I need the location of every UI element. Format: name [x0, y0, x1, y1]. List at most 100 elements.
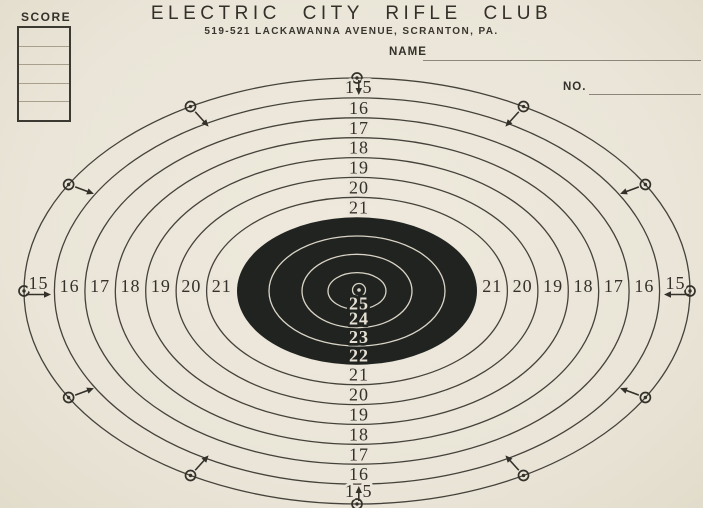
sighter-mark-icon	[351, 498, 363, 508]
sighter-mark-icon	[639, 391, 652, 404]
inward-arrow-icon	[508, 111, 520, 124]
ring-18	[114, 137, 600, 445]
ring-value-label: 1	[345, 77, 355, 97]
sighter-dot-icon	[643, 182, 648, 187]
center-dot-icon	[357, 288, 361, 292]
inward-arrow-icon-head	[201, 119, 209, 127]
number-fill-line	[589, 94, 701, 95]
ring-value-label: 16	[60, 276, 80, 296]
ring-value-label: 16	[634, 276, 654, 296]
sighter-dot-icon	[521, 104, 526, 109]
sighter-mark-icon	[517, 469, 530, 482]
ring-value-label: 25	[349, 293, 369, 313]
ring-value-label: 21	[212, 276, 232, 296]
ring-value-label: 20	[513, 276, 533, 296]
ring-value-label: 19	[349, 158, 369, 178]
score-row	[19, 47, 69, 66]
bottom-up-arrow-icon-head	[355, 486, 362, 493]
ring-value-label: 19	[543, 276, 563, 296]
sighter-dot-icon	[188, 104, 193, 109]
ring-value-label: 20	[181, 276, 201, 296]
ring-value-label: 15	[29, 273, 49, 293]
ring-value-label: 22	[349, 345, 369, 365]
inward-arrow-icon-head	[620, 387, 628, 394]
number-label: NO.	[563, 81, 587, 93]
ring-value-label: 18	[349, 424, 369, 444]
ring-value-label: 16	[349, 98, 369, 118]
ring-value-label: 17	[349, 118, 369, 138]
inward-arrow-icon-head	[86, 387, 94, 394]
inward-arrow-icon-head	[86, 188, 94, 195]
ring-value-label: 24	[349, 309, 369, 329]
sighter-mark-icon	[62, 178, 75, 191]
sighter-dot-icon	[355, 76, 359, 80]
sighter-dot-icon	[521, 473, 526, 478]
club-title: ELECTRIC CITY RIFLE CLUB	[150, 3, 553, 24]
ring-17	[84, 117, 630, 465]
sighter-mark-icon	[684, 285, 696, 297]
sighter-dot-icon	[643, 395, 648, 400]
score-box	[17, 26, 71, 122]
bullseye-22	[237, 217, 477, 365]
ring-21	[205, 196, 509, 386]
inward-arrow-icon-head	[620, 188, 628, 195]
sighter-dot-icon	[66, 395, 71, 400]
score-row	[19, 28, 69, 47]
sighter-mark-icon	[639, 178, 652, 191]
right-left-arrow-icon-head	[664, 291, 671, 298]
name-fill-line	[423, 60, 701, 61]
sighter-dot-icon	[355, 502, 359, 506]
ring-value-label: 18	[121, 276, 141, 296]
score-label: SCORE	[21, 10, 72, 24]
ring-value-label: 18	[574, 276, 594, 296]
score-row	[19, 102, 69, 120]
ring-value-label: 17	[349, 444, 369, 464]
inward-arrow-icon-head	[201, 455, 209, 463]
ring-value-label: 21	[349, 197, 369, 217]
ring-value-label: 19	[349, 405, 369, 425]
ring-value-label: 5	[363, 77, 373, 97]
ring-value-label: 20	[349, 177, 369, 197]
ring-value-label: 17	[90, 276, 110, 296]
ring-value-label: 15	[666, 273, 686, 293]
ring-16	[53, 97, 661, 485]
inward-arrow-icon	[74, 186, 90, 193]
top-down-arrow-icon-head	[355, 88, 362, 95]
ring-value-label: 16	[349, 464, 369, 484]
sighter-dot-icon	[22, 289, 26, 293]
ring-value-label: 19	[151, 276, 171, 296]
score-row	[19, 84, 69, 103]
ring-value-label: 5	[363, 481, 373, 501]
inward-arrow-icon	[194, 111, 206, 124]
sighter-mark-icon	[18, 285, 30, 297]
center-mark-icon	[351, 282, 367, 298]
sighter-mark-icon	[62, 391, 75, 404]
inward-arrow-icon	[508, 458, 520, 471]
ring-19	[145, 156, 569, 426]
score-row	[19, 65, 69, 84]
ring-value-label: 17	[604, 276, 624, 296]
ring-value-label: 20	[349, 385, 369, 405]
ring-24	[301, 253, 413, 329]
ring-value-label: 1	[345, 481, 355, 501]
inward-arrow-icon	[624, 186, 640, 193]
ring-23	[268, 235, 446, 347]
sighter-dot-icon	[66, 182, 71, 187]
sighter-mark-icon	[184, 469, 197, 482]
inward-arrow-icon	[624, 389, 640, 396]
left-right-arrow-icon-head	[44, 291, 51, 298]
name-label: NAME	[389, 46, 427, 58]
ring-value-label: 18	[349, 138, 369, 158]
sighter-mark-icon	[517, 100, 530, 113]
ring-value-label: 21	[482, 276, 502, 296]
sighter-dot-icon	[688, 289, 692, 293]
inward-arrow-icon-head	[505, 119, 513, 127]
ring-20	[175, 176, 539, 406]
ring-value-label: 23	[349, 327, 369, 347]
inward-arrow-icon	[194, 458, 206, 471]
sighter-mark-icon	[351, 72, 363, 84]
inward-arrow-icon-head	[505, 455, 513, 463]
sighter-dot-icon	[188, 473, 193, 478]
